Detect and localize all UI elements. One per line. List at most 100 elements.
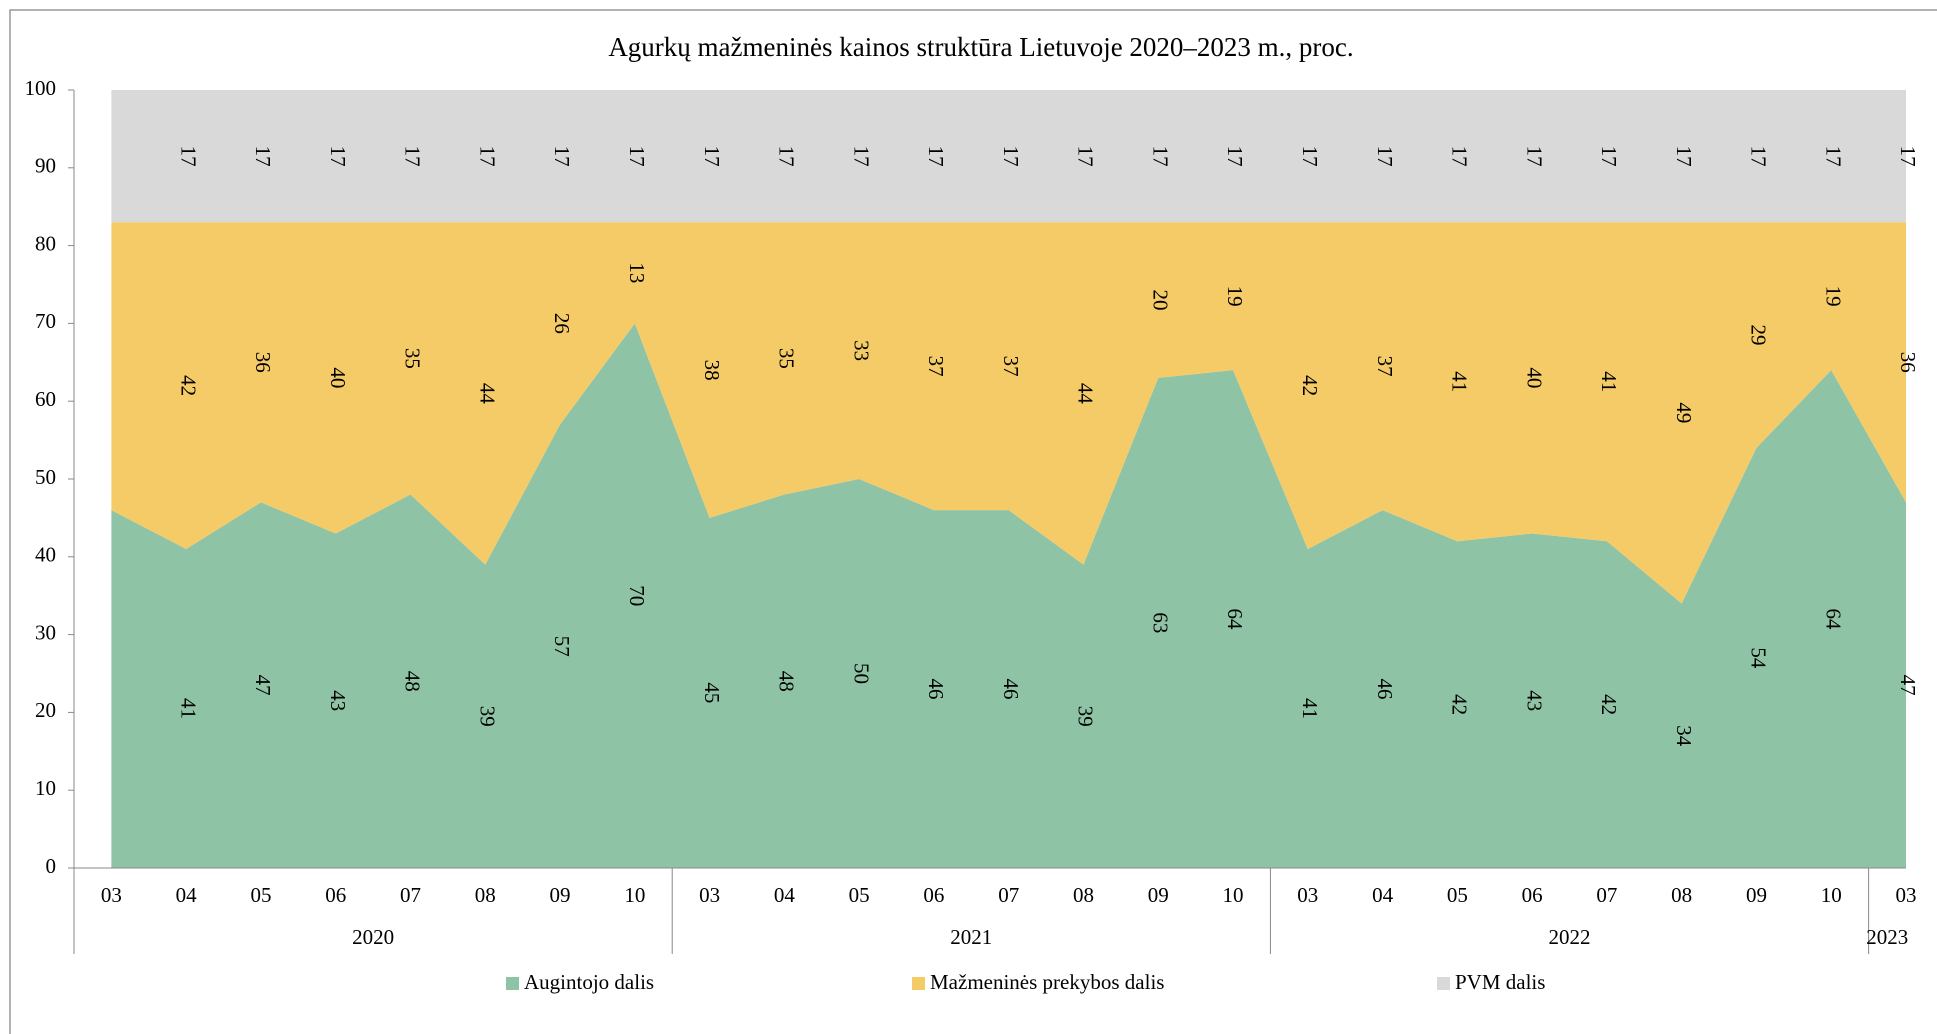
data-label: 46 xyxy=(924,679,948,700)
data-label: 17 xyxy=(1074,146,1098,167)
group-label: 2022 xyxy=(1549,925,1591,949)
data-label: 13 xyxy=(625,262,649,283)
data-label: 17 xyxy=(176,146,200,167)
data-label: 42 xyxy=(176,375,200,396)
x-tick-label: 08 xyxy=(1073,883,1094,907)
data-label: 26 xyxy=(550,313,574,334)
data-label: 29 xyxy=(1747,325,1771,346)
data-label: 19 xyxy=(1821,286,1845,307)
data-label: 17 xyxy=(1597,146,1621,167)
data-label: 45 xyxy=(700,682,724,703)
data-label: 57 xyxy=(550,636,574,657)
x-tick-label: 03 xyxy=(1297,883,1318,907)
data-label: 36 xyxy=(251,352,275,373)
x-tick-label: 06 xyxy=(325,883,346,907)
legend-label: Mažmeninės prekybos dalis xyxy=(930,970,1164,994)
x-tick-label: 10 xyxy=(1223,883,1244,907)
data-label: 44 xyxy=(475,383,499,405)
data-label: 17 xyxy=(326,146,350,167)
group-label: 2023 xyxy=(1866,925,1908,949)
chart-title: Agurkų mažmeninės kainos struktūra Lietu… xyxy=(608,32,1353,62)
data-label: 41 xyxy=(1448,371,1472,392)
x-tick-label: 10 xyxy=(624,883,645,907)
group-label: 2021 xyxy=(950,925,992,949)
x-tick-label: 03 xyxy=(101,883,122,907)
data-label: 19 xyxy=(1223,286,1247,307)
x-tick-label: 05 xyxy=(849,883,870,907)
data-label: 41 xyxy=(1597,371,1621,392)
data-label: 48 xyxy=(401,671,425,692)
data-label: 17 xyxy=(1672,146,1696,167)
legend-swatch xyxy=(506,977,519,990)
data-label: 64 xyxy=(1821,609,1845,631)
y-tick-label: 30 xyxy=(35,620,56,644)
data-label: 33 xyxy=(849,340,873,361)
data-label: 37 xyxy=(999,356,1023,377)
data-label: 47 xyxy=(1896,675,1920,696)
y-tick-label: 80 xyxy=(35,231,56,255)
data-label: 17 xyxy=(1747,146,1771,167)
x-tick-label: 09 xyxy=(1148,883,1169,907)
data-label: 17 xyxy=(1522,146,1546,167)
x-tick-label: 09 xyxy=(550,883,571,907)
data-label: 17 xyxy=(1223,146,1247,167)
data-label: 39 xyxy=(1074,706,1098,727)
y-tick-label: 0 xyxy=(46,854,57,878)
data-label: 17 xyxy=(1448,146,1472,167)
data-label: 42 xyxy=(1298,375,1322,396)
data-label: 37 xyxy=(924,356,948,377)
area xyxy=(111,323,1907,868)
data-label: 64 xyxy=(1223,609,1247,631)
x-tick-label: 09 xyxy=(1746,883,1767,907)
data-label: 17 xyxy=(1298,146,1322,167)
data-label: 17 xyxy=(550,146,574,167)
data-label: 44 xyxy=(1074,383,1098,405)
data-label: 63 xyxy=(1148,612,1172,633)
x-tick-label: 08 xyxy=(1671,883,1692,907)
data-label: 49 xyxy=(1672,402,1696,423)
x-tick-label: 05 xyxy=(1447,883,1468,907)
data-label: 17 xyxy=(999,146,1023,167)
x-tick-label: 03 xyxy=(1896,883,1917,907)
legend-swatch xyxy=(912,977,925,990)
data-label: 35 xyxy=(775,348,799,369)
data-label: 70 xyxy=(625,585,649,606)
y-tick-label: 100 xyxy=(25,76,57,100)
data-label: 46 xyxy=(999,679,1023,700)
x-tick-label: 07 xyxy=(998,883,1019,907)
x-tick-label: 03 xyxy=(699,883,720,907)
x-tick-label: 04 xyxy=(1372,883,1394,907)
group-label: 2020 xyxy=(352,925,394,949)
data-label: 42 xyxy=(1597,694,1621,715)
data-label: 48 xyxy=(775,671,799,692)
data-label: 42 xyxy=(1448,694,1472,715)
data-label: 17 xyxy=(251,146,275,167)
y-tick-label: 90 xyxy=(35,154,56,178)
data-label: 50 xyxy=(849,663,873,684)
y-tick-label: 20 xyxy=(35,698,56,722)
x-tick-label: 07 xyxy=(400,883,421,907)
data-label: 46 xyxy=(1373,679,1397,700)
legend-label: Augintojo dalis xyxy=(524,970,654,994)
data-label: 17 xyxy=(849,146,873,167)
data-label: 47 xyxy=(251,675,275,696)
data-label: 37 xyxy=(1373,356,1397,377)
x-tick-label: 07 xyxy=(1596,883,1617,907)
data-label: 43 xyxy=(326,690,350,711)
data-label: 41 xyxy=(176,698,200,719)
data-label: 41 xyxy=(1298,698,1322,719)
x-tick-label: 08 xyxy=(475,883,496,907)
data-label: 54 xyxy=(1747,647,1771,669)
x-tick-label: 04 xyxy=(176,883,198,907)
data-label: 17 xyxy=(401,146,425,167)
data-label: 17 xyxy=(1373,146,1397,167)
x-tick-label: 04 xyxy=(774,883,796,907)
data-label: 43 xyxy=(1522,690,1546,711)
data-label: 38 xyxy=(700,360,724,381)
data-label: 17 xyxy=(475,146,499,167)
data-label: 36 xyxy=(1896,352,1920,373)
data-label: 17 xyxy=(1148,146,1172,167)
area xyxy=(111,90,1907,223)
